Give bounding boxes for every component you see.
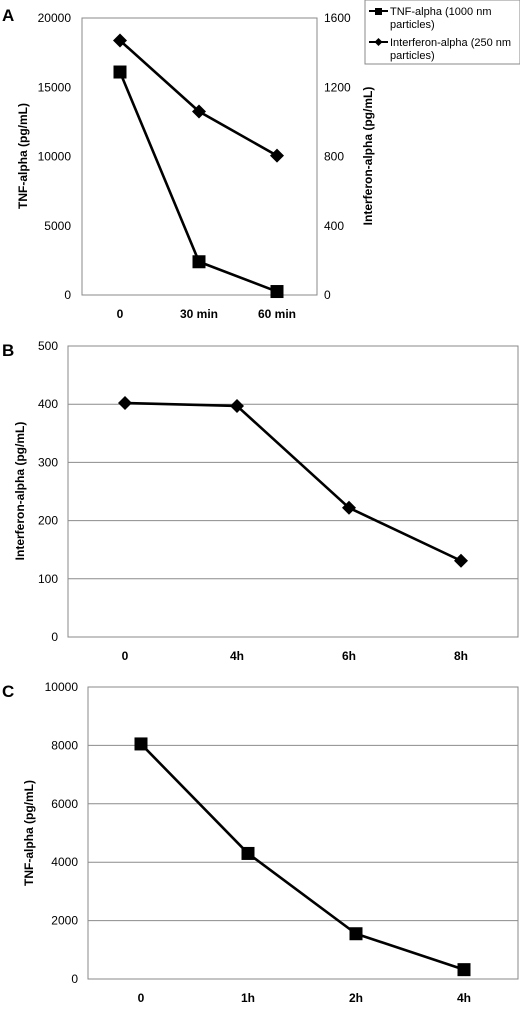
panel-c-y-tick-label: 10000 [45, 680, 79, 694]
legend: TNF-alpha (1000 nm particles) Interferon… [364, 0, 520, 65]
panel-a-y-tick-label: 10000 [38, 150, 72, 164]
panel-c-label: C [2, 682, 14, 701]
panel-a-y2-tick-label: 400 [324, 219, 344, 233]
panel-a-point-square [192, 255, 206, 269]
panel-a-point-square [270, 285, 284, 299]
panel-a-point-diamond [113, 33, 127, 48]
panel-b-series-line-diamond [124, 401, 462, 562]
panel-a-label: A [2, 6, 14, 25]
panel-b-point-diamond [454, 553, 468, 568]
panel-a-y2-tick-label: 1200 [324, 80, 351, 94]
panel-b-x-tick-label: 8h [454, 649, 468, 663]
panel-a-x-tick-label: 0 [117, 307, 124, 321]
panel-c-x-tick-label: 0 [138, 991, 145, 1005]
panel-b-x-tick-label: 4h [230, 649, 244, 663]
panel-a-point-diamond [192, 104, 206, 119]
panel-c-y-tick-label: 8000 [51, 738, 78, 752]
legend-tnf-text-1: TNF-alpha (1000 nm [390, 6, 492, 18]
panel-a-y-tick-label: 15000 [38, 80, 72, 94]
panel-b-plot-area [67, 345, 519, 638]
panel-a-x-tick-label: 60 min [258, 307, 296, 321]
legend-box [364, 0, 520, 65]
panel-a-y2-tick-label: 1600 [324, 11, 351, 25]
panel-c-chart: C TNF-alpha (pg/mL) 0 2000 4000 6000 8000 100… [2, 680, 519, 1005]
panel-b-y-tick-label: 0 [51, 630, 58, 644]
panel-b-y-tick-label: 300 [38, 455, 58, 469]
panel-a-y-axis-label: TNF-alpha (pg/mL) [16, 103, 30, 209]
panel-a-x-tick-label: 30 min [180, 307, 218, 321]
panel-c-y-tick-label: 2000 [51, 914, 78, 928]
panel-b-y-axis-label: Interferon-alpha (pg/mL) [13, 422, 27, 561]
panel-c-y-tick-label: 4000 [51, 855, 78, 869]
panel-a-point-square [113, 65, 127, 79]
legend-ifn-text-1: Interferon-alpha (250 nm [390, 37, 511, 49]
panel-a-chart: A TNF-alpha (pg/mL) Interferon-alpha (pg… [2, 0, 520, 321]
panel-a-y-tick-label: 20000 [38, 11, 72, 25]
panel-a-y-tick-label: 5000 [44, 219, 71, 233]
panel-b-point-diamond [230, 398, 244, 413]
panel-b-x-tick-label: 0 [122, 649, 129, 663]
panel-c-x-tick-label: 2h [349, 991, 363, 1005]
panel-b-x-tick-label: 6h [342, 649, 356, 663]
panel-c-series-line-square [140, 743, 465, 971]
panel-c-x-tick-label: 1h [241, 991, 255, 1005]
legend-square-marker [375, 8, 382, 15]
panel-a-y-tick-label: 0 [64, 288, 71, 302]
panel-c-y-tick-label: 0 [71, 972, 78, 986]
panel-c-plot-area [87, 686, 519, 980]
panel-b-y-tick-label: 400 [38, 397, 58, 411]
legend-ifn-text-2: particles) [390, 50, 435, 62]
panel-a-point-diamond [270, 148, 284, 163]
legend-tnf-text-2: particles) [390, 19, 435, 31]
panel-a-y2-tick-label: 0 [324, 288, 331, 302]
panel-c-y-tick-label: 6000 [51, 797, 78, 811]
panel-b-label: B [2, 341, 14, 360]
legend-diamond-marker [374, 38, 383, 46]
panel-c-point-square [134, 737, 148, 751]
panel-b-point-diamond [342, 500, 356, 515]
panel-a-y2-tick-label: 800 [324, 150, 344, 164]
panel-b-y-tick-label: 500 [38, 339, 58, 353]
panel-c-point-square [349, 927, 363, 941]
panel-c-x-tick-label: 4h [457, 991, 471, 1005]
panel-c-point-square [457, 963, 471, 977]
panel-c-y-axis-label: TNF-alpha (pg/mL) [22, 780, 36, 886]
panel-b-point-diamond [118, 396, 132, 411]
panel-b-chart: B Interferon-alpha (pg/mL) 0 100 200 300 400… [2, 339, 519, 663]
panel-c-point-square [241, 846, 255, 860]
panel-b-y-tick-label: 100 [38, 572, 58, 586]
panel-a-y2-axis-label: Interferon-alpha (pg/mL) [361, 87, 375, 226]
panel-b-y-tick-label: 200 [38, 514, 58, 528]
